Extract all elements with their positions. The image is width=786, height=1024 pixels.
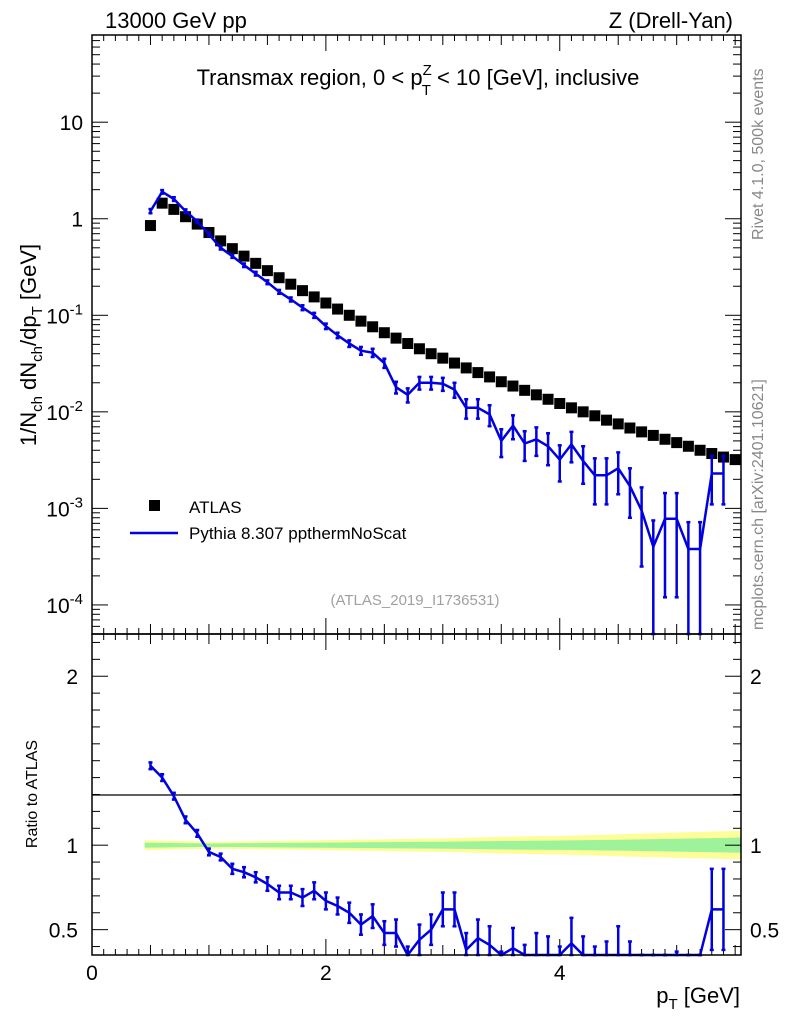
atlas-point [343, 309, 355, 321]
y-tick-label: 10-2 [46, 398, 83, 425]
ratio-frame [91, 633, 742, 956]
atlas-point [542, 393, 554, 405]
mcplots-label: mcplots.cern.ch [arXiv:2401.10621] [750, 379, 767, 630]
atlas-point [577, 406, 589, 418]
x-tick-label: 0 [86, 962, 98, 985]
atlas-point [495, 376, 507, 388]
y-tick-label-right: 2 [750, 666, 762, 689]
atlas-point [507, 380, 519, 392]
atlas-point [332, 303, 344, 315]
y-tick-label: 10-4 [46, 591, 83, 618]
y-tick-label-right: 1 [750, 835, 762, 858]
atlas-point [156, 197, 168, 209]
atlas-point [144, 220, 156, 232]
main-panel: 10-4 10-3 10-2 10-1 1 10 Transmax region, 0 <… [16, 34, 742, 636]
atlas-point [624, 422, 636, 434]
main-title-post: < 10 [GeV], inclusive [431, 65, 640, 90]
atlas-point [472, 367, 484, 379]
atlas-point [250, 257, 262, 269]
atlas-point [460, 362, 472, 374]
atlas-point [601, 414, 613, 426]
main-frame [91, 34, 742, 635]
atlas-point [215, 235, 227, 247]
atlas-point [261, 265, 273, 277]
main-title-sup: Z [423, 62, 432, 79]
atlas-point [612, 418, 624, 430]
atlas-point [413, 343, 425, 355]
atlas-point [449, 357, 461, 369]
ratio-band-green [144, 837, 742, 853]
atlas-point [320, 297, 332, 309]
atlas-point [308, 291, 320, 303]
legend-label-pythia: Pythia 8.307 ppthermNoScat [189, 524, 407, 543]
atlas-point [659, 433, 671, 445]
atlas-point [180, 211, 192, 223]
main-title-sub: T [422, 82, 431, 99]
atlas-point [694, 444, 706, 456]
atlas-point [682, 440, 694, 452]
atlas-point [565, 402, 577, 414]
atlas-point [671, 437, 683, 449]
atlas-point [484, 371, 496, 383]
atlas-point [636, 426, 648, 438]
atlas-point [425, 348, 437, 360]
legend-label-atlas: ATLAS [189, 498, 242, 517]
atlas-point [706, 448, 718, 460]
main-title-pre: Transmax region, 0 < p [197, 65, 423, 90]
main-ylabel: 1/Nch dNch/dpT [GeV] [16, 244, 46, 446]
atlas-point [285, 278, 297, 290]
rivet-label: Rivet 4.1.0, 500k events [750, 68, 767, 240]
main-title: Transmax region, 0 < pZ T < 10 [GeV], inc… [197, 62, 640, 99]
atlas-point [437, 352, 449, 364]
y-tick-label: 1 [66, 835, 78, 858]
legend: ATLAS Pythia 8.307 ppthermNoScat [130, 498, 407, 543]
atlas-point [647, 429, 659, 441]
atlas-point [355, 315, 367, 327]
atlas-point [378, 327, 390, 339]
atlas-point [226, 243, 238, 255]
watermark: (ATLAS_2019_I1736531) [330, 592, 499, 609]
y-tick-label: 2 [66, 666, 78, 689]
x-tick-label: 4 [554, 962, 566, 985]
atlas-point [729, 454, 741, 466]
legend-marker-atlas [149, 500, 160, 511]
atlas-point [519, 384, 531, 396]
atlas-point [402, 338, 414, 350]
atlas-point [296, 285, 308, 297]
atlas-point [554, 398, 566, 410]
atlas-point [390, 332, 402, 344]
atlas-point [238, 250, 250, 262]
ratio-ylabel: Ratio to ATLAS [24, 740, 41, 848]
x-axis-label: pT [GeV] [656, 983, 740, 1013]
atlas-point [367, 321, 379, 333]
y-tick-label: 0.5 [49, 920, 78, 943]
ratio-line [149, 764, 724, 957]
y-tick-label: 10-3 [46, 494, 83, 521]
header-right: Z (Drell-Yan) [609, 8, 733, 33]
atlas-point [168, 203, 180, 215]
pythia-line [149, 190, 724, 551]
atlas-point [530, 389, 542, 401]
y-tick-label: 10-1 [46, 301, 83, 328]
atlas-point [589, 410, 601, 422]
y-tick-label-right: 0.5 [750, 920, 779, 943]
x-tick-label: 2 [320, 962, 332, 985]
atlas-point [273, 272, 285, 284]
y-tick-label: 10 [60, 112, 83, 135]
ratio-panel: 0 2 4 0.5 0.5 1 1 2 2 Ratio to ATLAS [24, 633, 779, 985]
header-left: 13000 GeV pp [105, 8, 247, 33]
y-tick-label: 1 [71, 209, 83, 232]
